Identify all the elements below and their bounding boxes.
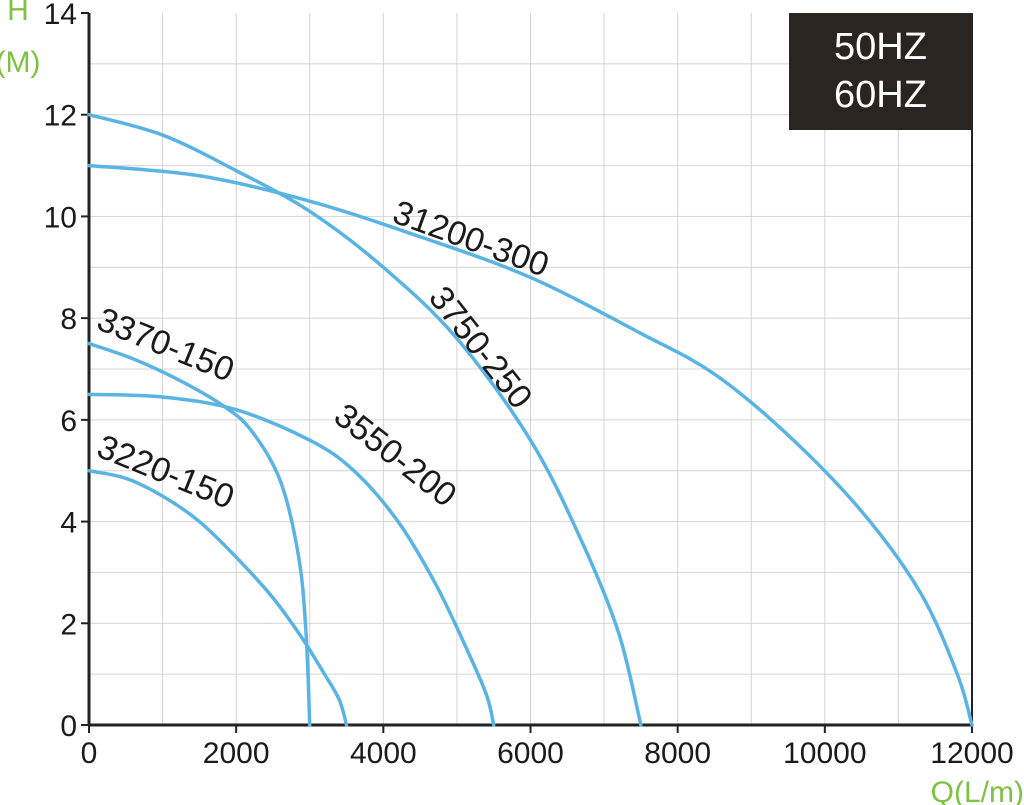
curve-label-3370-150: 3370-150 [92,300,239,389]
series-line-31200-300 [87,163,974,727]
y-tick-label: 14 [44,0,77,31]
legend-text-50hz: 50HZ [834,26,927,68]
x-tick-label: 6000 [497,737,564,770]
curve-label-3550-200: 3550-200 [327,396,464,514]
y-tick-label: 8 [60,303,77,336]
axes: 0 2 4 6 8 10 12 14 0 2000 4000 6000 8000 10000 12000 [44,0,1014,770]
y-tick-label: 4 [60,507,77,540]
frequency-legend: 50HZ 60HZ [789,13,972,130]
series-line-3550-200 [87,392,496,727]
series-line-3750-250 [87,112,643,727]
y-axis-unit: (M) [0,46,40,79]
x-axis-title: Q(L/m) [931,776,1024,805]
y-tick-label: 0 [60,710,77,743]
series-line-3220-150 [87,468,349,727]
y-axis-title-h: H [7,0,29,27]
legend-box [789,13,972,130]
curve-label-31200-300: 31200-300 [388,193,554,284]
curve-label-3220-150: 3220-150 [92,428,239,517]
x-tick-label: 8000 [644,737,711,770]
y-tick-label: 12 [44,100,77,133]
curve-label-3750-250: 3750-250 [421,279,539,416]
series-line-3370-150 [87,341,312,727]
series-curves [87,112,974,727]
x-tick-label: 0 [81,737,98,770]
y-tick-label: 6 [60,405,77,438]
y-tick-label: 2 [60,608,77,641]
x-tick-label: 10000 [783,737,866,770]
x-tick-label: 2000 [203,737,270,770]
y-tick-label: 10 [44,201,77,234]
legend-text-60hz: 60HZ [834,74,927,116]
x-tick-label: 4000 [350,737,417,770]
x-tick-label: 12000 [930,737,1013,770]
